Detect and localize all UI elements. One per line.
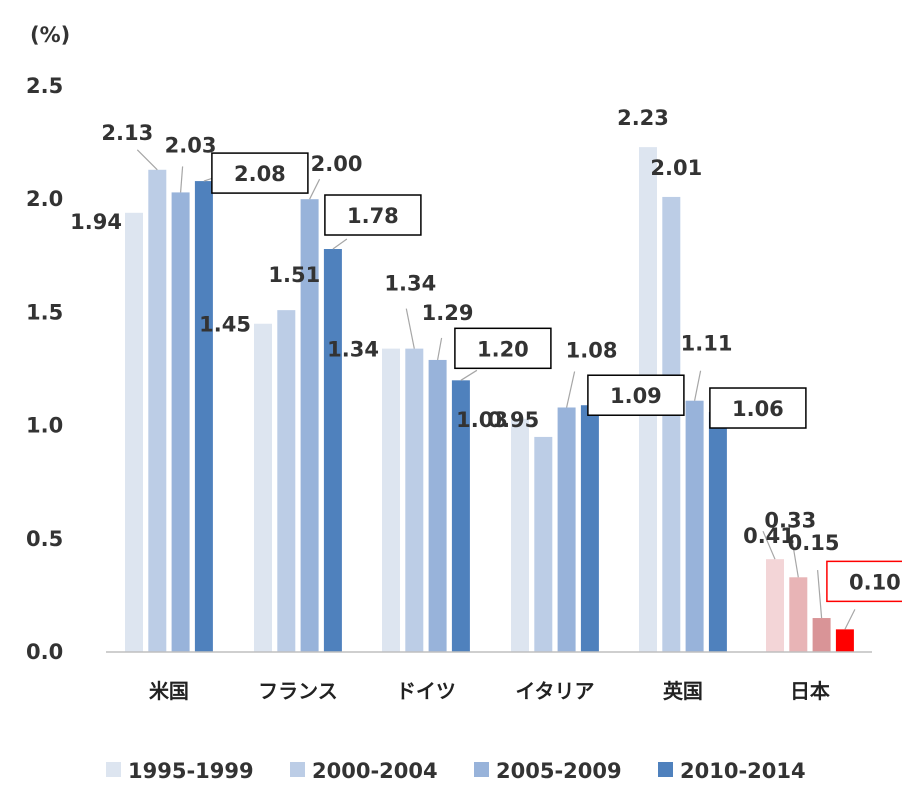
highlight-box xyxy=(211,152,309,194)
leader-line xyxy=(694,370,702,401)
data-label: 1.20 xyxy=(477,337,529,361)
bar xyxy=(277,310,296,652)
data-label: 0.33 xyxy=(764,508,816,532)
leader-line xyxy=(437,337,443,361)
bar xyxy=(323,249,342,652)
data-label: 0.95 xyxy=(487,408,539,432)
category-label: イタリア xyxy=(515,679,594,703)
bar xyxy=(789,577,808,652)
legend: 1995-1999 2000-2004 2005-2009 2010-2014 xyxy=(106,759,806,783)
data-label: 1.78 xyxy=(347,204,399,228)
bar xyxy=(300,199,319,652)
data-label: 0.41 xyxy=(743,524,795,548)
bar xyxy=(708,412,727,652)
bar xyxy=(835,629,854,652)
bar xyxy=(405,348,424,652)
category-label: フランス xyxy=(258,679,338,703)
data-label: 1.09 xyxy=(610,384,662,408)
highlight-box xyxy=(587,374,685,416)
data-label: 2.03 xyxy=(165,133,217,157)
bar xyxy=(580,405,599,652)
bar xyxy=(685,400,704,652)
data-label: 1.34 xyxy=(327,338,379,362)
data-label: 0.10 xyxy=(849,570,901,594)
bar xyxy=(171,192,190,652)
data-label: 1.06 xyxy=(732,397,784,421)
leader-line xyxy=(136,149,158,171)
leader-line xyxy=(791,541,799,578)
data-label: 2.13 xyxy=(101,121,153,145)
bar xyxy=(148,169,167,652)
bar xyxy=(534,436,553,652)
leader-line xyxy=(405,308,415,349)
bar-group xyxy=(125,147,854,653)
bar xyxy=(662,196,681,652)
highlight-box xyxy=(826,560,902,603)
data-label: 1.34 xyxy=(384,272,436,296)
y-tick-label: 1.0 xyxy=(26,414,63,438)
bar xyxy=(766,559,784,652)
category-label: ドイツ xyxy=(396,679,456,703)
legend-swatch xyxy=(658,762,673,777)
legend-swatch xyxy=(106,762,121,777)
leader-line xyxy=(566,371,576,408)
y-axis-unit-label: (%) xyxy=(30,23,70,47)
highlight-box xyxy=(709,387,807,429)
data-label: 1.11 xyxy=(681,332,733,356)
category-label: 日本 xyxy=(790,679,830,703)
highlight-box xyxy=(454,327,552,370)
legend-swatch xyxy=(474,762,489,777)
data-label: 1.03 xyxy=(456,408,508,432)
bar xyxy=(812,618,831,652)
bar xyxy=(511,418,529,652)
y-tick-label: 0.5 xyxy=(26,527,63,551)
category-label: 英国 xyxy=(663,679,703,703)
leader-line xyxy=(844,609,856,630)
bar xyxy=(194,181,213,652)
data-label: 2.01 xyxy=(650,156,702,180)
legend-swatch xyxy=(290,762,305,777)
y-tick-label: 2.0 xyxy=(26,187,63,211)
data-label: 1.94 xyxy=(70,210,122,234)
leader-line xyxy=(332,238,348,250)
category-label: 米国 xyxy=(149,679,189,703)
data-label: 1.45 xyxy=(199,313,251,337)
legend-label: 1995-1999 xyxy=(128,759,254,783)
legend-label: 2000-2004 xyxy=(312,759,438,783)
bar xyxy=(557,407,576,652)
data-label: 0.15 xyxy=(788,531,840,555)
data-label: 1.29 xyxy=(422,301,474,325)
data-label: 2.08 xyxy=(234,162,286,186)
data-label: 1.08 xyxy=(566,338,618,362)
leader-line xyxy=(460,369,478,381)
bar xyxy=(125,212,143,652)
y-tick-label: 0.0 xyxy=(26,640,63,664)
y-tick-label: 2.5 xyxy=(26,74,63,98)
legend-label: 2005-2009 xyxy=(496,759,622,783)
legend-label: 2010-2014 xyxy=(680,759,806,783)
leader-line xyxy=(180,166,184,193)
bar xyxy=(451,380,470,652)
category-labels: 米国 フランス ドイツ イタリア 英国 日本 xyxy=(149,679,830,703)
y-axis-ticks: 0.0 0.5 1.0 1.5 2.0 2.5 xyxy=(26,74,63,664)
bar xyxy=(254,323,272,652)
leader-line xyxy=(309,178,321,200)
bar xyxy=(428,359,447,652)
highlight-box xyxy=(324,194,422,236)
leader-line xyxy=(817,569,823,619)
data-labels: 1.94 1.45 1.34 1.03 2.23 0.41 2.13 1.51 1.34 0.95… xyxy=(70,106,902,603)
data-label: 2.00 xyxy=(311,152,363,176)
y-tick-label: 1.5 xyxy=(26,300,63,324)
data-label: 1.51 xyxy=(268,263,320,287)
bar xyxy=(382,348,400,652)
leader-line xyxy=(762,530,776,560)
data-label: 2.23 xyxy=(617,106,669,130)
